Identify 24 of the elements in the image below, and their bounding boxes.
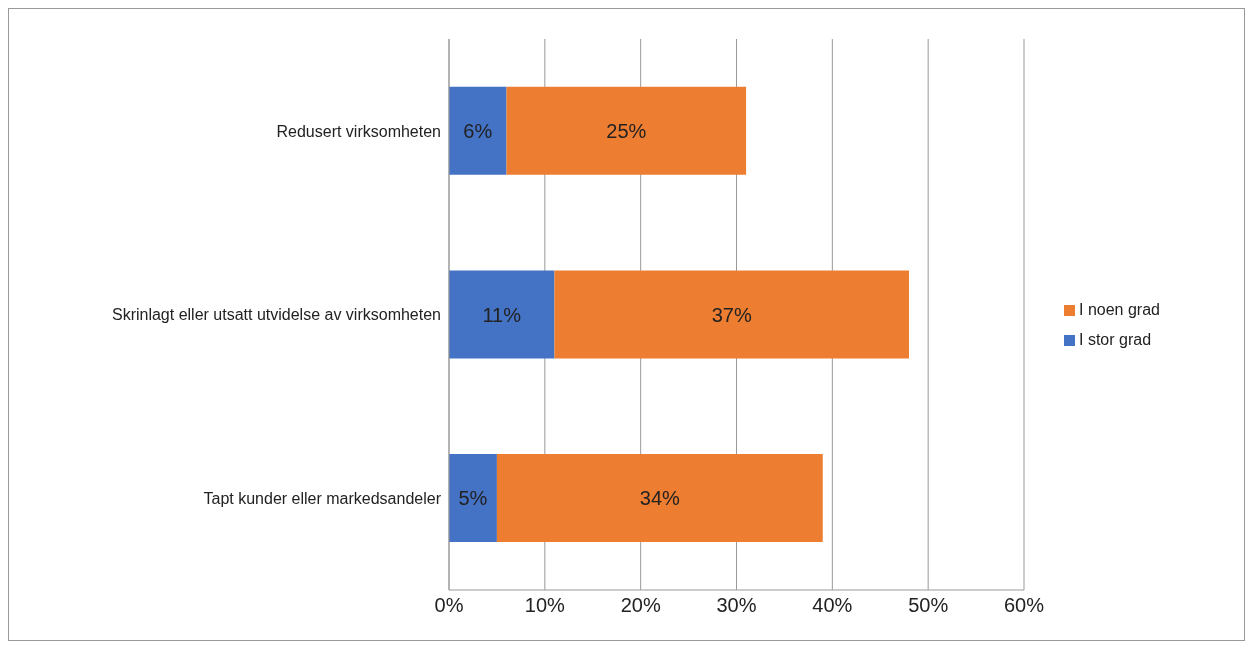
data-label: 5% [458,487,488,510]
x-tick-label: 40% [812,594,853,617]
bar [554,270,909,359]
legend-label: I noen grad [1079,300,1160,318]
bar [449,270,555,359]
data-label: 34% [639,487,681,510]
bar [506,86,747,175]
data-label: 25% [606,119,647,142]
x-tick-label: 10% [524,594,566,617]
y-tick-label: Tapt kunder eller markedsandeler [203,489,442,507]
x-tick-label: 60% [1003,594,1045,617]
y-tick-label: Redusert virksomheten [276,122,441,140]
bar [449,86,507,175]
x-tick-label: 20% [620,594,661,617]
data-label: 11% [482,303,522,326]
x-tick-label: 30% [716,594,757,617]
bar [449,454,497,543]
y-tick-label: Skrinlagt eller utsatt utvidelse av virksomheten [111,306,441,324]
x-tick-label: 0% [434,594,464,617]
bar [496,454,823,543]
x-tick-label: 50% [908,594,949,617]
legend-label: I stor grad [1079,330,1152,348]
data-label: 6% [463,119,493,142]
data-label: 37% [711,303,752,326]
